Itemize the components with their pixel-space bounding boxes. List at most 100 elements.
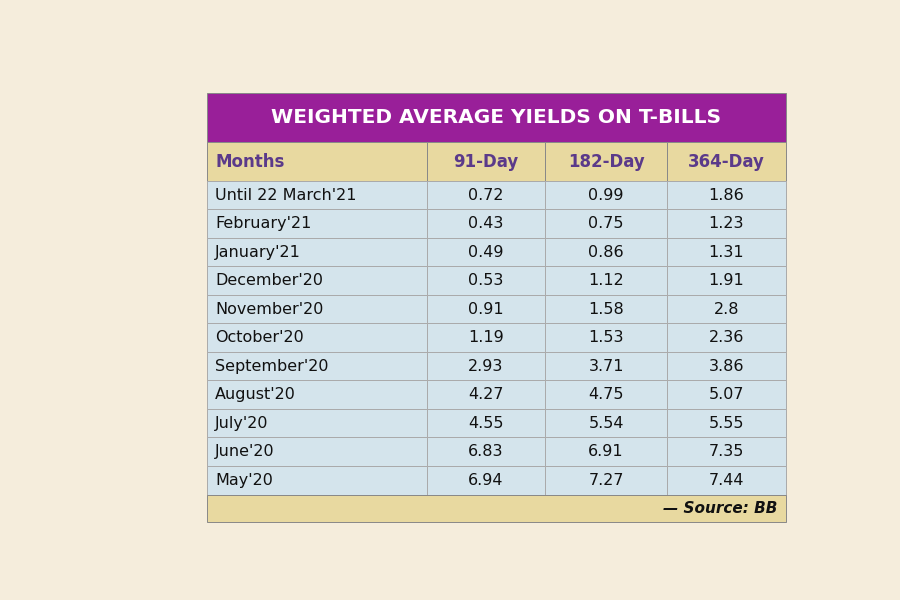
Bar <box>545 266 667 295</box>
Bar <box>427 238 545 266</box>
Bar <box>207 209 427 238</box>
Text: 0.72: 0.72 <box>468 188 504 203</box>
Bar <box>545 209 667 238</box>
Bar <box>207 466 427 494</box>
Text: November'20: November'20 <box>215 302 323 317</box>
Text: WEIGHTED AVERAGE YIELDS ON T-BILLS: WEIGHTED AVERAGE YIELDS ON T-BILLS <box>271 108 721 127</box>
Text: 0.53: 0.53 <box>468 273 504 288</box>
Bar <box>427 323 545 352</box>
Bar <box>545 352 667 380</box>
Bar <box>667 437 786 466</box>
Bar <box>667 380 786 409</box>
Text: June'20: June'20 <box>215 444 274 459</box>
Bar <box>427 295 545 323</box>
Text: 5.55: 5.55 <box>708 416 744 431</box>
Bar <box>427 209 545 238</box>
Bar <box>545 142 667 181</box>
Text: 364-Day: 364-Day <box>688 152 765 170</box>
Bar <box>427 437 545 466</box>
Bar <box>667 142 786 181</box>
Bar <box>427 266 545 295</box>
Bar <box>545 466 667 494</box>
Text: 2.36: 2.36 <box>708 330 744 345</box>
Bar <box>667 409 786 437</box>
Text: 91-Day: 91-Day <box>454 152 518 170</box>
Bar <box>667 238 786 266</box>
Text: 5.07: 5.07 <box>708 387 744 402</box>
Bar <box>207 142 427 181</box>
Text: 6.83: 6.83 <box>468 444 504 459</box>
Text: 4.27: 4.27 <box>468 387 504 402</box>
Text: 3.86: 3.86 <box>708 359 744 374</box>
Text: December'20: December'20 <box>215 273 323 288</box>
Bar <box>207 409 427 437</box>
Bar <box>667 323 786 352</box>
Text: Months: Months <box>215 152 284 170</box>
Text: 1.53: 1.53 <box>589 330 624 345</box>
Text: 2.93: 2.93 <box>468 359 504 374</box>
Bar <box>207 181 427 209</box>
Bar <box>427 142 545 181</box>
Bar <box>427 380 545 409</box>
Bar <box>545 181 667 209</box>
Text: Until 22 March'21: Until 22 March'21 <box>215 188 356 203</box>
Text: May'20: May'20 <box>215 473 273 488</box>
Text: 0.99: 0.99 <box>589 188 624 203</box>
Bar <box>207 494 786 523</box>
Text: January'21: January'21 <box>215 245 301 260</box>
Bar <box>207 238 427 266</box>
Text: 1.31: 1.31 <box>708 245 744 260</box>
Text: 0.49: 0.49 <box>468 245 504 260</box>
Bar <box>667 466 786 494</box>
Text: August'20: August'20 <box>215 387 296 402</box>
Text: 4.75: 4.75 <box>589 387 624 402</box>
Text: 1.86: 1.86 <box>708 188 744 203</box>
Text: October'20: October'20 <box>215 330 304 345</box>
Text: — Source: BB: — Source: BB <box>662 501 778 516</box>
Bar <box>545 409 667 437</box>
Bar <box>545 238 667 266</box>
Bar <box>545 437 667 466</box>
Bar <box>667 209 786 238</box>
Text: February'21: February'21 <box>215 216 311 231</box>
Text: 7.44: 7.44 <box>708 473 744 488</box>
Text: 3.71: 3.71 <box>589 359 624 374</box>
Text: July'20: July'20 <box>215 416 268 431</box>
Bar <box>545 323 667 352</box>
Text: 7.27: 7.27 <box>589 473 624 488</box>
Text: 4.55: 4.55 <box>468 416 504 431</box>
Text: 2.8: 2.8 <box>714 302 739 317</box>
Text: 0.75: 0.75 <box>589 216 624 231</box>
Bar <box>207 93 786 142</box>
Text: 1.91: 1.91 <box>708 273 744 288</box>
Bar <box>207 295 427 323</box>
Text: September'20: September'20 <box>215 359 328 374</box>
Text: 7.35: 7.35 <box>708 444 744 459</box>
Bar <box>667 352 786 380</box>
Bar <box>667 181 786 209</box>
Text: 0.43: 0.43 <box>468 216 504 231</box>
Text: 5.54: 5.54 <box>589 416 624 431</box>
Bar <box>545 380 667 409</box>
Text: 182-Day: 182-Day <box>568 152 644 170</box>
Bar <box>207 323 427 352</box>
Bar <box>427 409 545 437</box>
Bar <box>207 352 427 380</box>
Text: 0.86: 0.86 <box>589 245 624 260</box>
Text: 0.91: 0.91 <box>468 302 504 317</box>
Bar <box>427 181 545 209</box>
Text: 1.23: 1.23 <box>708 216 744 231</box>
Bar <box>207 266 427 295</box>
Text: 6.94: 6.94 <box>468 473 504 488</box>
Bar <box>207 437 427 466</box>
Text: 1.12: 1.12 <box>589 273 624 288</box>
Text: 1.19: 1.19 <box>468 330 504 345</box>
Bar <box>667 295 786 323</box>
Bar <box>427 466 545 494</box>
Bar <box>667 266 786 295</box>
Bar <box>545 295 667 323</box>
Text: 6.91: 6.91 <box>589 444 624 459</box>
Text: 1.58: 1.58 <box>589 302 624 317</box>
Bar <box>427 352 545 380</box>
Bar <box>207 380 427 409</box>
